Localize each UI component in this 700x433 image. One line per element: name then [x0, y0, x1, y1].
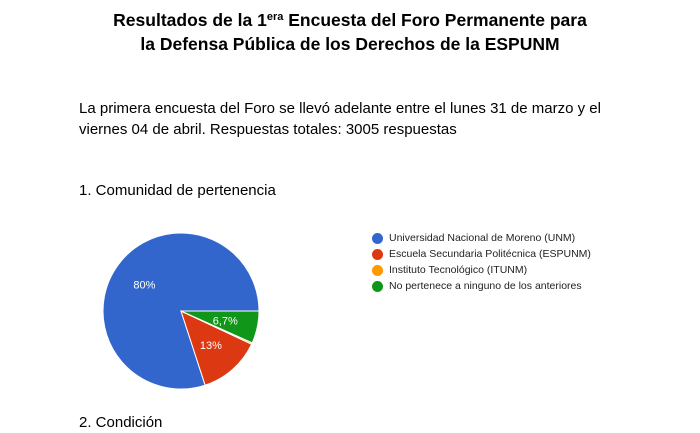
legend-item-3: Instituto Tecnológico (ITUNM) [372, 264, 602, 277]
title-line-1: Resultados de la 1era Encuesta del Foro … [113, 10, 587, 30]
legend-swatch-1 [372, 233, 383, 244]
title-line-2: la Defensa Pública de los Derechos de la… [140, 34, 560, 54]
legend-label-2: Escuela Secundaria Politécnica (ESPUNM) [389, 248, 591, 260]
section-2-heading: 2. Condición [79, 414, 163, 431]
legend-swatch-4 [372, 281, 383, 292]
legend-label-4: No pertenece a ninguno de los anteriores [389, 280, 582, 292]
pie-chart: 80% 13% 6,7% [102, 232, 260, 390]
pie-slice-2 [180, 310, 253, 386]
legend-label-1: Universidad Nacional de Moreno (UNM) [389, 232, 576, 244]
section-1-heading: 1. Comunidad de pertenencia [79, 182, 276, 199]
legend-item-4: No pertenece a ninguno de los anteriores [372, 280, 602, 293]
document-title: Resultados de la 1era Encuesta del Foro … [0, 8, 700, 56]
legend-item-2: Escuela Secundaria Politécnica (ESPUNM) [372, 248, 602, 261]
chart-legend: Universidad Nacional de Moreno (UNM) Escu… [372, 232, 602, 296]
pie-slice-label-4: 6,7% [213, 315, 238, 327]
title-superscript: era [266, 11, 284, 23]
pie-slice-label-1: 80% [133, 279, 155, 291]
legend-swatch-2 [372, 249, 383, 260]
legend-swatch-3 [372, 265, 383, 276]
intro-paragraph: La primera encuesta del Foro se llevó ad… [79, 100, 601, 138]
pie-slice-4 [180, 310, 260, 344]
legend-label-3: Instituto Tecnológico (ITUNM) [389, 264, 528, 276]
legend-item-1: Universidad Nacional de Moreno (UNM) [372, 232, 602, 245]
pie-slice-label-2: 13% [200, 340, 222, 352]
